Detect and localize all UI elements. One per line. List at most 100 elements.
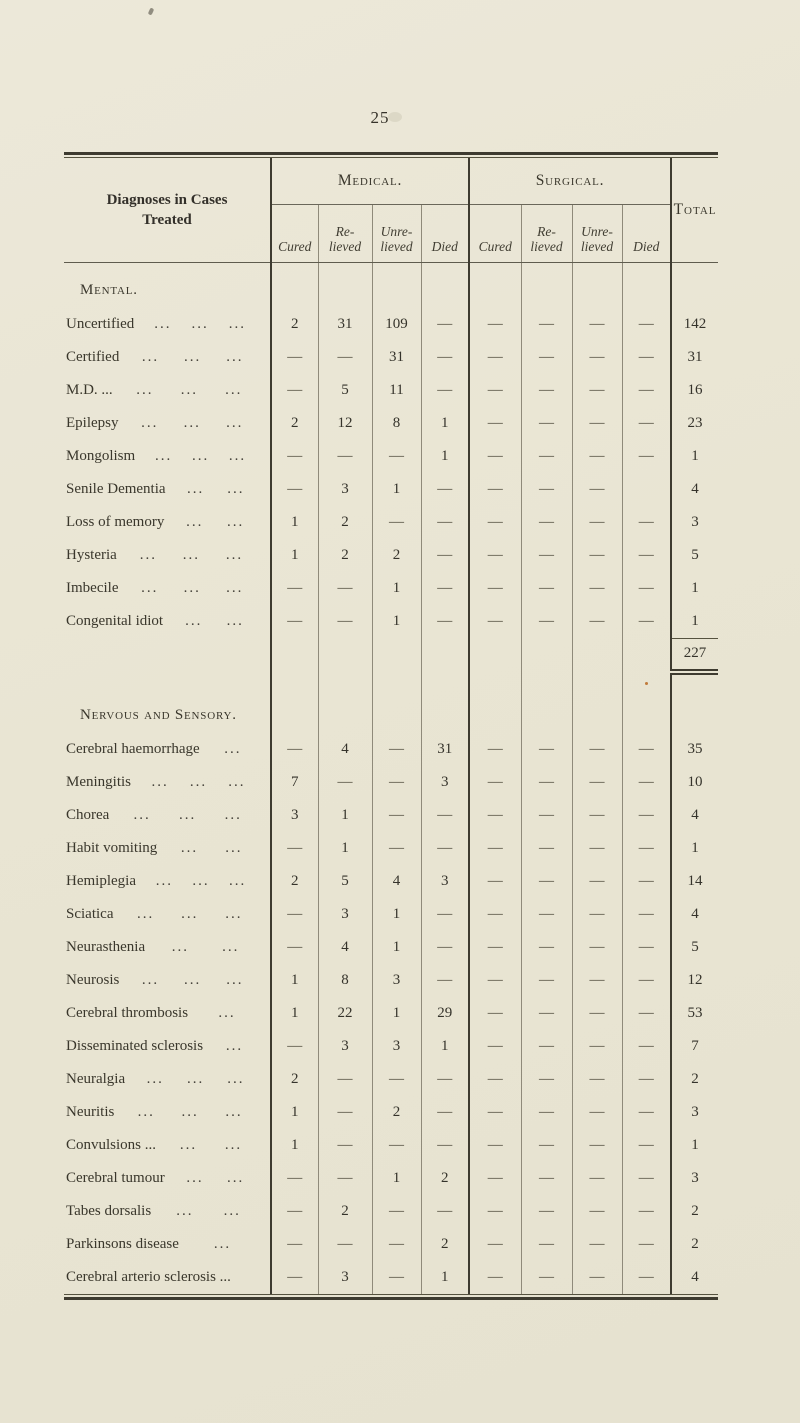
value-cell: — [621, 341, 672, 374]
value-cell [520, 262, 573, 308]
page-number: 25 [370, 108, 390, 127]
value-cell: — [520, 1030, 573, 1063]
diagnosis-label-cell: Uncertified......... [64, 308, 271, 341]
value-cell: 1 [371, 997, 421, 1030]
dash-mark: — [287, 1038, 303, 1054]
dash-mark: — [287, 1236, 303, 1252]
dot-leader: ... [183, 580, 201, 596]
value-cell [371, 687, 421, 733]
dash-mark: — [539, 1236, 555, 1252]
diagnosis-label-cell: Neurasthenia...... [64, 931, 271, 964]
value-cell: 1 [371, 473, 421, 506]
dot-leaders: ......... [113, 906, 270, 923]
dash-mark: — [287, 939, 303, 955]
dot-leader: ... [226, 580, 244, 596]
value-cell: — [468, 539, 522, 572]
value-cell: — [468, 832, 522, 865]
value-cell: — [420, 832, 470, 865]
diagnosis-label-wrap: Cerebral thrombosis... [66, 1005, 270, 1022]
dot-leader: ... [136, 906, 155, 922]
dash-mark: — [437, 547, 453, 563]
dash-mark: — [638, 1170, 654, 1186]
dash-mark: — [337, 349, 353, 365]
value-cell: 1 [317, 832, 372, 865]
value-cell: — [520, 506, 573, 539]
value-cell: 1 [270, 964, 318, 997]
dash-mark: — [589, 1203, 605, 1219]
value-cell [420, 687, 470, 733]
total-cell: 4 [670, 898, 719, 931]
value-cell [371, 672, 421, 687]
dash-mark: — [287, 840, 303, 856]
value-cell: 22 [317, 997, 372, 1030]
value-cell: — [317, 1162, 372, 1195]
value-cell: — [571, 733, 623, 766]
diagnosis-label-wrap: Congenital idiot...... [66, 613, 270, 630]
dash-mark: — [638, 1038, 654, 1054]
value-cell: — [420, 964, 470, 997]
value-cell: — [621, 605, 672, 638]
dot-leaders: ... [179, 1236, 270, 1253]
dash-mark: — [589, 1269, 605, 1285]
value-cell [317, 262, 372, 308]
table-row: Imbecile......... — — 1 — — — — — 1 [64, 572, 719, 605]
dash-mark: — [487, 580, 503, 596]
dash-mark: — [437, 613, 453, 629]
value-cell: 3 [371, 1030, 421, 1063]
diagnosis-label-wrap: Sciatica......... [66, 906, 270, 923]
value-cell: — [520, 539, 573, 572]
value-cell [571, 687, 623, 733]
dash-mark: — [389, 807, 404, 823]
value-cell: — [571, 865, 623, 898]
diagnosis-label-wrap: Hysteria......... [66, 547, 270, 564]
value-cell: — [468, 898, 522, 931]
dash-mark: — [487, 972, 503, 988]
dot-leader: ... [226, 613, 244, 629]
column-header-surgical-relieved: Re- lieved [520, 204, 573, 263]
diagnosis-label-wrap: Hemiplegia......... [66, 873, 270, 890]
dash-mark: — [487, 1236, 503, 1252]
value-cell [571, 672, 623, 687]
value-cell: — [420, 473, 470, 506]
dash-mark: — [539, 1038, 555, 1054]
dash-mark: — [638, 580, 654, 596]
value-cell: — [621, 931, 672, 964]
dash-mark: — [487, 807, 503, 823]
value-cell: — [468, 572, 522, 605]
value-cell: — [621, 1162, 672, 1195]
dash-mark: — [437, 316, 453, 332]
value-cell: — [621, 1129, 672, 1162]
value-cell: — [571, 341, 623, 374]
value-cell: — [621, 898, 672, 931]
dot-leader: ... [223, 1203, 241, 1219]
value-cell: — [270, 1162, 318, 1195]
value-cell: — [468, 407, 522, 440]
value-cell [270, 262, 318, 308]
value-cell: — [420, 605, 470, 638]
value-cell [520, 687, 573, 733]
value-cell: — [520, 374, 573, 407]
value-cell: — [270, 1228, 318, 1261]
dash-mark: — [589, 807, 605, 823]
table-row: Cerebral haemorrhage... — 4 — 31 — — — — 35 [64, 733, 719, 766]
dot-leader: ... [141, 972, 160, 988]
diagnosis-label-wrap: Disseminated sclerosis... [66, 1038, 270, 1055]
value-cell: — [317, 440, 372, 473]
value-cell: 2 [420, 1162, 470, 1195]
dash-mark: — [487, 1269, 503, 1285]
dot-leaders: ......... [113, 382, 270, 399]
value-cell [270, 687, 318, 733]
value-cell: — [371, 440, 421, 473]
value-cell: 2 [371, 539, 421, 572]
diagnosis-label-cell: Congenital idiot...... [64, 605, 271, 638]
table-body: Mental. Uncertified......... 2 31 109— — — — —14… [64, 262, 719, 1294]
dash-mark: — [539, 382, 555, 398]
value-cell: — [270, 1195, 318, 1228]
dash-mark: — [638, 774, 654, 790]
diagnosis-label: Neuralgia [66, 1071, 126, 1087]
value-cell: — [520, 1129, 573, 1162]
dot-leader: ... [225, 547, 244, 563]
table-row: Hemiplegia......... 2 5 4 3— — — —14 [64, 865, 719, 898]
total-cell: 23 [670, 407, 719, 440]
